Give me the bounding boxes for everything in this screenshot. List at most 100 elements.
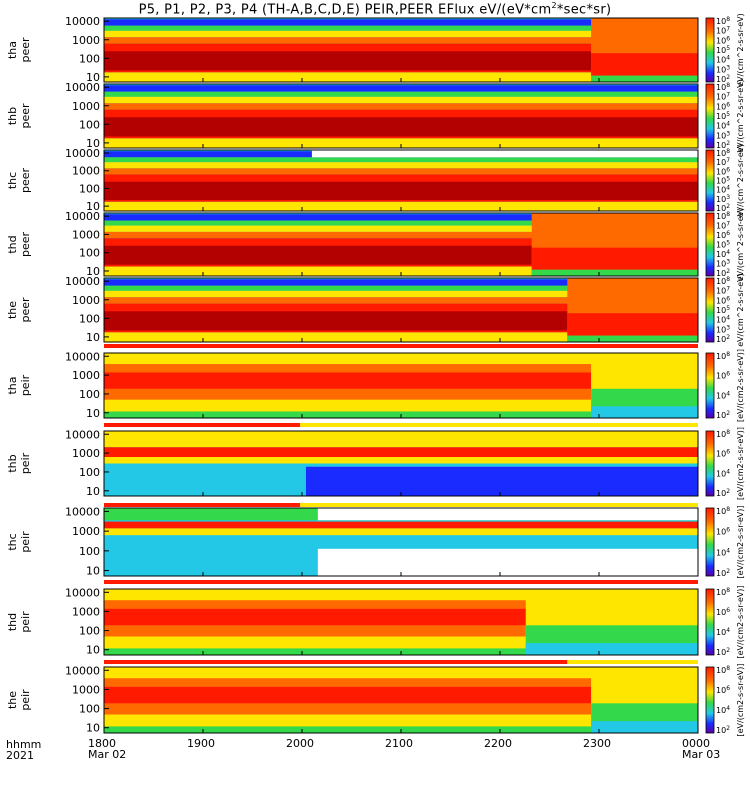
heatmap-late-low: [567, 335, 698, 342]
colorbar-tick-exp: 4: [726, 547, 730, 554]
colorbar-tick-label: 104: [716, 121, 730, 131]
heatmap-band-low: [104, 266, 698, 276]
y-tick-label: 1000: [72, 100, 100, 113]
y-tick-label: 10: [86, 331, 100, 344]
colorbar-tick-label: 104: [716, 315, 730, 325]
panel-thc-peer: 10 100 1000 10000 thc peer 1021031041051061071…: [6, 144, 745, 217]
y-tick-label: 10: [86, 137, 100, 150]
panel-label-species: peir: [19, 452, 32, 474]
mode-bar-yellow: [300, 503, 698, 507]
colorbar-tick-label: 102: [716, 568, 730, 578]
colorbar-tick-exp: 6: [726, 295, 730, 302]
panel-label-probe: the: [6, 691, 19, 709]
mode-bar-red: [104, 423, 301, 427]
colorbar-tick-label: 103: [716, 194, 730, 204]
y-tick-label: 10000: [65, 664, 100, 677]
heatmap-band-yellow: [104, 162, 698, 169]
x-tick-hhmm: 2300: [583, 737, 611, 750]
heatmap-late-cyan: [591, 406, 698, 418]
panel-tha-peir: 10 100 1000 10000 tha peir 102 104 106 108 [eV/(cm…: [6, 349, 745, 422]
heatmap-band-green: [104, 157, 698, 163]
colorbar-unit-label: [eV/(cm2-s-sr-eV)]: [736, 585, 745, 658]
panel-label-probe: the: [6, 301, 19, 319]
heatmap-late-cyan: [591, 721, 698, 733]
y-tick-label: 10000: [65, 81, 100, 94]
colorbar-tick-exp: 3: [726, 130, 730, 137]
colorbar-tick-label: 108: [716, 587, 730, 597]
colorbar-tick-label: 108: [716, 16, 730, 26]
y-tick-label: 10: [86, 565, 100, 578]
mode-bar-red: [104, 503, 301, 507]
panel-thc-peir: 10 100 1000 10000 thc peir 102 104 106 108 [eV/(cm…: [6, 505, 745, 578]
colorbar: [705, 17, 715, 83]
panel-label-probe: thd: [6, 235, 19, 253]
colorbar-tick-label: 108: [716, 506, 730, 516]
colorbar-tick-label: 103: [716, 130, 730, 140]
colorbar: [705, 430, 715, 497]
x-tick-label: 2200: [484, 738, 512, 749]
y-tick-label: 10: [86, 485, 100, 498]
heatmap-band-yellow2: [104, 457, 698, 464]
heatmap-band-green: [104, 285, 698, 291]
panel-thb-peer: 10 100 1000 10000 thb peer 1021031041051061071…: [6, 79, 745, 152]
heatmap-late-red: [567, 313, 698, 336]
colorbar-tick-exp: 2: [726, 74, 730, 81]
y-tick-label: 1000: [72, 165, 100, 178]
heatmap-band-yellow: [104, 431, 698, 448]
x-tick-hhmm: 2200: [484, 737, 512, 750]
colorbar-tick-label: 106: [716, 230, 730, 240]
footer-hhmm: hhmm: [6, 738, 42, 751]
heatmap-band-red: [104, 521, 698, 529]
colorbar-tick-exp: 8: [726, 587, 730, 594]
colorbar-tick-label: 104: [716, 627, 730, 637]
y-tick-label: 100: [79, 247, 100, 260]
heatmap-band-darkred: [104, 51, 698, 71]
colorbar-tick-exp: 2: [726, 140, 730, 147]
heatmap-band-low: [104, 138, 698, 148]
panel-label-species: peer: [19, 168, 32, 194]
heatmap-band-red: [104, 686, 698, 704]
y-tick-label: 100: [79, 312, 100, 325]
colorbar-unit-label: [eV/(cm2-s-sr-eV)]: [736, 427, 745, 500]
panel-label-probe: thd: [6, 613, 19, 631]
colorbar-tick-label: 106: [716, 607, 730, 617]
y-tick-label: 10000: [65, 505, 100, 518]
colorbar-tick-exp: 8: [726, 16, 730, 23]
colorbar: [705, 212, 715, 277]
y-tick-label: 10: [86, 722, 100, 735]
colorbar-tick-label: 102: [716, 410, 730, 420]
y-tick-label: 10000: [65, 350, 100, 363]
colorbar-tick-exp: 6: [726, 101, 730, 108]
panel-label-probe: thb: [6, 107, 19, 125]
heatmap-gap-top: [317, 508, 698, 521]
colorbar: [705, 149, 715, 212]
colorbar-tick-label: 108: [716, 665, 730, 675]
panel-label-probe: thc: [6, 172, 19, 189]
colorbar-tick-label: 106: [716, 371, 730, 381]
colorbar-tick-exp: 7: [726, 221, 730, 228]
y-tick-label: 1000: [72, 369, 100, 382]
colorbar-unit-label: eV/(cm^2-s-sr-eV): [736, 13, 745, 86]
panel-label-species: peir: [19, 531, 32, 553]
y-tick-label: 100: [79, 466, 100, 479]
colorbar-tick-label: 108: [716, 148, 730, 158]
colorbar-tick-label: 108: [716, 211, 730, 221]
x-tick-label: 2300: [583, 738, 611, 749]
y-tick-label: 10: [86, 407, 100, 420]
colorbar-tick-exp: 6: [726, 449, 730, 456]
colorbar-unit-label: [eV/(cm2-s-sr-eV)]: [736, 505, 745, 578]
colorbar-tick-label: 108: [716, 276, 730, 286]
heatmap-band-orange: [104, 297, 698, 304]
colorbar-tick-label: 105: [716, 176, 730, 186]
colorbar-tick-exp: 2: [726, 410, 730, 417]
y-tick-label: 1000: [72, 683, 100, 696]
heatmap-band-low: [104, 332, 698, 342]
heatmap-late-low: [531, 269, 698, 276]
heatmap-band-orange: [104, 103, 698, 110]
colorbar-unit-label: [eV/(cm2-s-sr-eV)]: [736, 663, 745, 736]
colorbar-tick-exp: 2: [726, 268, 730, 275]
colorbar: [705, 666, 715, 734]
title-main: P5, P1, P2, P3, P4 (TH-A,B,C,D,E) PEIR,P…: [138, 2, 552, 18]
y-tick-label: 100: [79, 625, 100, 638]
